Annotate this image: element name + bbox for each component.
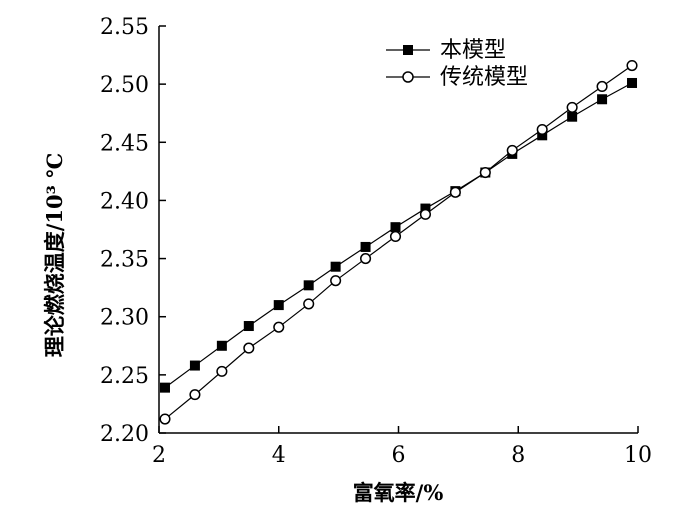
data-point bbox=[243, 342, 255, 354]
x-tick-label: 4 bbox=[272, 443, 286, 468]
legend-label-traditional: 传统模型 bbox=[440, 65, 528, 90]
legend-label-model: 本模型 bbox=[440, 38, 506, 63]
data-point bbox=[479, 166, 491, 179]
y-axis-title: 理论燃烧温度/10³ ℃ bbox=[42, 153, 67, 358]
y-tick-label: 2.30 bbox=[100, 306, 149, 331]
series-traditional bbox=[159, 59, 638, 425]
data-point bbox=[537, 130, 548, 141]
data-point bbox=[330, 261, 341, 272]
data-point bbox=[506, 144, 518, 156]
data-point bbox=[189, 389, 201, 401]
y-tick-label: 2.25 bbox=[100, 364, 149, 389]
data-point bbox=[330, 275, 342, 287]
y-tick-label: 2.40 bbox=[100, 189, 149, 214]
data-point bbox=[360, 253, 372, 265]
x-tick-label: 10 bbox=[624, 443, 652, 468]
series-line bbox=[164, 65, 633, 420]
data-point bbox=[420, 203, 431, 214]
x-tick-label: 2 bbox=[152, 443, 166, 468]
data-point bbox=[596, 80, 608, 93]
data-point bbox=[389, 230, 402, 243]
x-tick-label: 6 bbox=[392, 443, 406, 468]
legend-item-traditional: 传统模型 bbox=[386, 65, 528, 90]
data-point bbox=[243, 321, 254, 332]
legend-item-model: 本模型 bbox=[386, 38, 506, 63]
data-point bbox=[567, 111, 578, 122]
y-tick-label: 2.45 bbox=[100, 131, 149, 156]
plot-frame: 2 4 6 8 10 2.20 2.25 2.30 2.35 2.40 2.45 2.50 2.55 bbox=[100, 15, 652, 468]
data-point bbox=[627, 77, 638, 88]
data-point bbox=[159, 382, 170, 393]
data-point bbox=[597, 94, 608, 105]
data-point bbox=[419, 208, 431, 220]
data-point bbox=[216, 340, 227, 351]
y-tick-label: 2.20 bbox=[100, 422, 149, 447]
x-axis-title: 富氧率/% bbox=[353, 480, 444, 505]
legend: 本模型 传统模型 bbox=[386, 38, 528, 90]
y-tick-label: 2.50 bbox=[100, 73, 149, 98]
data-point bbox=[189, 360, 200, 371]
data-point bbox=[303, 280, 314, 291]
data-point bbox=[390, 222, 401, 233]
x-tick-label: 8 bbox=[511, 443, 525, 468]
legend-marker-square bbox=[403, 45, 413, 55]
y-tick-label: 2.35 bbox=[100, 248, 149, 273]
data-point bbox=[566, 101, 578, 113]
data-point bbox=[626, 59, 638, 72]
data-point bbox=[159, 413, 171, 425]
data-point bbox=[216, 365, 228, 377]
data-point bbox=[303, 298, 315, 310]
series-layer bbox=[159, 59, 638, 425]
data-point bbox=[536, 123, 548, 136]
data-point bbox=[273, 321, 285, 333]
data-point bbox=[273, 300, 284, 311]
data-point bbox=[449, 186, 461, 198]
y-tick-label: 2.55 bbox=[100, 15, 149, 40]
data-point bbox=[360, 241, 371, 252]
legend-marker-circle bbox=[402, 71, 414, 83]
